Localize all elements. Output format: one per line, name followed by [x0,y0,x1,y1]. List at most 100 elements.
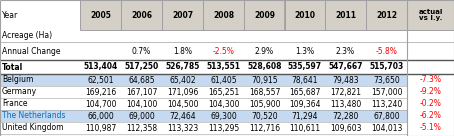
Bar [285,0,325,30]
Bar [407,122,454,134]
Bar [407,110,454,122]
Bar [0,110,407,122]
Bar [325,98,366,110]
Bar [407,74,454,86]
Bar [0,86,80,98]
Bar [285,98,325,110]
Bar [121,98,162,110]
Bar [407,86,454,98]
Bar [80,60,121,74]
Text: 61,405: 61,405 [210,75,237,84]
Bar [203,42,244,60]
Bar [407,98,454,110]
Text: -2.5%: -2.5% [212,47,234,55]
Text: 72,280: 72,280 [332,112,359,120]
Text: 2005: 2005 [90,10,111,19]
Bar [121,86,162,98]
Bar [80,42,121,60]
Bar [162,42,203,60]
Bar [366,98,407,110]
Bar [0,74,80,86]
Text: 112,716: 112,716 [249,123,280,132]
Bar [80,98,121,110]
Text: Acreage (Ha): Acreage (Ha) [2,32,52,41]
Text: 1.8%: 1.8% [173,47,192,55]
Text: 73,650: 73,650 [373,75,400,84]
Text: 2010: 2010 [295,10,316,19]
Bar [203,74,244,86]
Bar [0,86,407,98]
Text: 517,250: 517,250 [124,63,158,72]
Bar [366,0,407,30]
Bar [244,60,285,74]
Text: 2.3%: 2.3% [336,47,355,55]
Text: -6.2%: -6.2% [419,112,441,120]
Text: -5.8%: -5.8% [375,47,397,55]
Bar [0,42,80,60]
Bar [244,122,285,134]
Bar [0,60,80,74]
Text: 1.3%: 1.3% [296,47,315,55]
Bar [80,74,121,86]
Text: 72,464: 72,464 [169,112,196,120]
Bar [203,110,244,122]
Text: 515,703: 515,703 [370,63,404,72]
Bar [121,122,162,134]
Bar [162,110,203,122]
Bar [244,110,285,122]
Text: 157,000: 157,000 [371,87,402,97]
Bar [121,60,162,74]
Bar [366,110,407,122]
Bar [244,98,285,110]
Bar [366,60,407,74]
Bar [366,42,407,60]
Text: 69,000: 69,000 [128,112,155,120]
Text: 104,300: 104,300 [208,100,239,109]
Bar [285,110,325,122]
Text: 168,557: 168,557 [249,87,280,97]
Bar [366,86,407,98]
Text: actual
vs l.y.: actual vs l.y. [418,9,443,21]
Text: 110,987: 110,987 [85,123,116,132]
Bar [203,98,244,110]
Text: 169,216: 169,216 [85,87,116,97]
Bar [0,60,454,74]
Bar [162,60,203,74]
Text: 78,641: 78,641 [292,75,318,84]
Bar [80,0,121,30]
Text: 66,000: 66,000 [87,112,114,120]
Bar [285,86,325,98]
Text: 513,551: 513,551 [207,63,241,72]
Text: 113,323: 113,323 [167,123,198,132]
Bar [0,122,407,134]
Text: Total: Total [2,63,23,72]
Bar [121,42,162,60]
Bar [366,122,407,134]
Text: -7.3%: -7.3% [419,75,441,84]
Bar [203,60,244,74]
Text: 104,500: 104,500 [167,100,198,109]
Text: 113,480: 113,480 [330,100,361,109]
Text: Belgium: Belgium [2,75,34,84]
Bar [0,98,407,110]
Text: 71,294: 71,294 [292,112,318,120]
Bar [121,74,162,86]
Text: 526,785: 526,785 [165,63,200,72]
Bar [203,86,244,98]
Bar [325,110,366,122]
Text: 79,483: 79,483 [332,75,359,84]
Text: -0.2%: -0.2% [419,100,441,109]
Text: The Netherlands: The Netherlands [2,112,65,120]
Bar [407,122,454,134]
Text: 2011: 2011 [335,10,356,19]
Bar [244,86,285,98]
Bar [325,0,366,30]
Bar [325,74,366,86]
Text: 112,358: 112,358 [126,123,157,132]
Bar [0,110,80,122]
Bar [325,122,366,134]
Text: 167,107: 167,107 [126,87,157,97]
Bar [121,110,162,122]
Bar [285,42,325,60]
Bar [0,122,80,134]
